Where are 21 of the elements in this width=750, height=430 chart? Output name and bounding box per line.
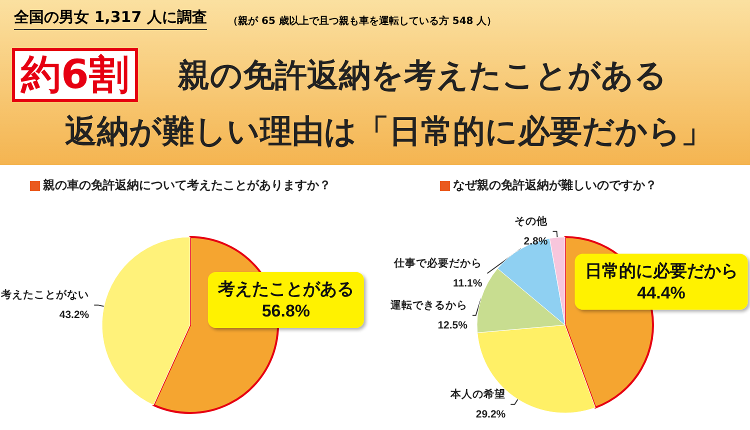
data-label: 12.5% (438, 319, 468, 332)
text: 全国の男女 1,317 人に調査 (14, 8, 207, 30)
chart-title: なぜ親の免許返納が難しいのですか？ (453, 177, 657, 194)
text: 約6割 (12, 48, 138, 102)
data-label: 56.8% (262, 301, 310, 320)
slice-label: 日常的に必要だから (584, 261, 738, 280)
slice-label: 運転できるから (389, 298, 468, 312)
slice-label: 考えたことがある (216, 279, 354, 298)
data-label: 2.8% (524, 235, 548, 248)
data-label: 44.4% (637, 283, 686, 302)
slice-label: 本人の希望 (450, 387, 506, 400)
slice-label: その他 (514, 214, 549, 228)
data-label: 43.2% (59, 309, 90, 322)
text: 返納が難しい理由は「日常的に必要だから」 (65, 111, 713, 152)
data-label: 29.2% (476, 408, 506, 420)
slice-label: 仕事で必要だから (393, 256, 482, 270)
data-label: 11.1% (453, 277, 483, 290)
text: （親が 65 歳以上で且つ親も車を運転している方 548 人） (228, 14, 497, 28)
chart-title: 親の車の免許返納について考えたことがありますか？ (43, 177, 331, 194)
slice-label: 考えたことがない (0, 288, 90, 302)
text: 親の免許返納を考えたことがある (178, 55, 667, 96)
